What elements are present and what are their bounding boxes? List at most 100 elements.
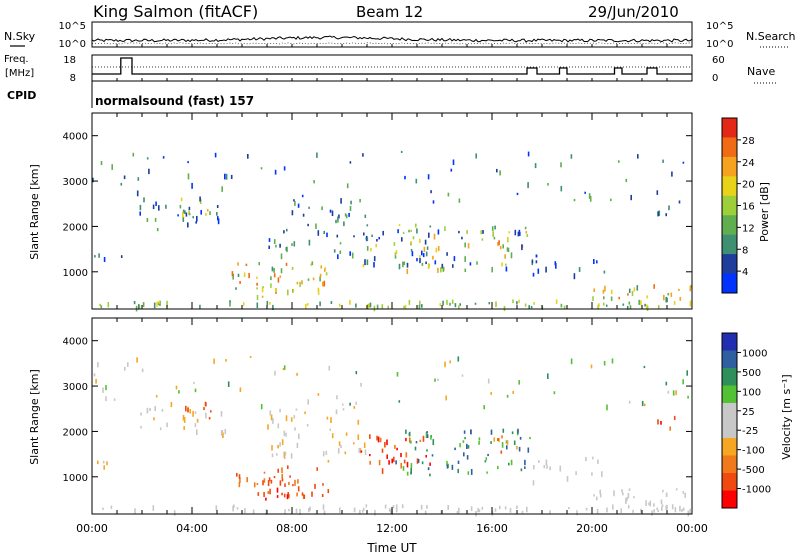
data-cell [269,302,271,305]
data-cell [467,471,470,475]
freq-ytick-bottom: 8 [70,73,76,84]
data-cell [289,475,291,478]
data-cell [203,407,205,411]
data-cell [428,232,430,238]
data-cell [277,423,280,429]
data-cell [395,250,398,254]
data-cell [415,223,417,228]
data-cell [205,402,207,407]
freq-label: Freq. [4,54,29,65]
data-cell [229,300,231,303]
xtick-label: 04:00 [176,522,208,535]
data-cell [94,255,96,258]
data-cell [474,302,477,305]
data-cell [611,358,614,364]
data-cell [425,251,428,257]
data-cell [410,467,412,474]
data-cell [378,460,381,466]
data-cell [463,430,466,434]
data-cell [333,249,336,253]
data-cell [506,247,509,252]
data-cell [421,461,424,465]
data-cell [269,410,272,416]
data-cell [146,407,149,414]
data-cell [158,205,160,211]
data-cell [679,296,682,301]
data-cell [105,385,107,391]
data-cell [592,296,594,301]
data-cell [331,433,334,439]
data-cell [545,459,548,466]
data-cell [359,448,361,454]
data-cell [585,457,587,462]
data-cell [182,216,185,222]
data-cell [137,177,140,181]
data-cell [339,507,341,513]
data-cell [433,233,436,240]
freq-line [92,57,692,75]
data-cell [452,159,455,165]
data-cell [524,459,526,466]
data-cell [394,255,397,259]
data-cell [120,255,123,258]
data-cell [656,507,658,511]
data-cell [338,214,340,219]
data-cell [593,288,595,292]
data-cell [158,300,161,304]
data-cell [189,409,191,414]
data-cell [403,459,406,464]
data-cell [209,211,211,215]
data-cell [286,228,288,232]
data-cell [337,448,340,454]
data-cell [238,474,241,479]
data-cell [426,449,428,452]
data-cell [288,481,290,486]
data-cell [404,304,407,310]
data-cell [349,251,351,256]
data-cell [205,213,207,216]
data-cell [293,241,296,247]
data-cell [408,432,411,436]
data-cell [103,465,105,470]
data-cell [427,263,430,270]
data-cell [555,263,557,269]
data-cell [299,281,301,287]
data-cell [424,239,427,245]
data-cell [355,371,358,375]
data-cell [275,288,277,293]
data-cell [487,453,489,457]
data-cell [497,438,499,441]
vel-cbar-swatch [722,438,737,456]
data-cell [316,467,318,471]
data-cell [287,465,289,469]
vel-cbar-swatch [722,420,737,439]
ytick-label: 4000 [63,132,88,143]
data-cell [424,510,427,515]
data-cell [593,494,595,497]
data-cell [518,299,520,303]
data-cell [280,268,283,274]
data-cell [434,260,437,265]
data-cell [196,418,199,423]
data-cell [461,236,463,240]
data-cell [618,160,620,163]
data-cell [100,305,103,309]
data-cell [458,230,460,234]
data-cell [188,210,190,215]
data-cell [216,205,219,208]
data-cell [330,417,332,423]
data-cell [302,213,305,217]
data-cell [349,299,351,305]
data-cell [222,432,224,438]
data-cell [162,156,165,159]
data-cell [613,490,615,497]
data-cell [291,243,293,246]
x-tick-labels: 00:00 04:00 08:00 12:00 16:00 20:00 00:00 [76,522,708,535]
data-cell [485,457,488,461]
data-cell [269,488,271,495]
data-cell [294,201,296,206]
data-cell [329,428,331,431]
data-cell [658,210,661,216]
data-cell [247,154,249,159]
data-cell [237,273,240,277]
